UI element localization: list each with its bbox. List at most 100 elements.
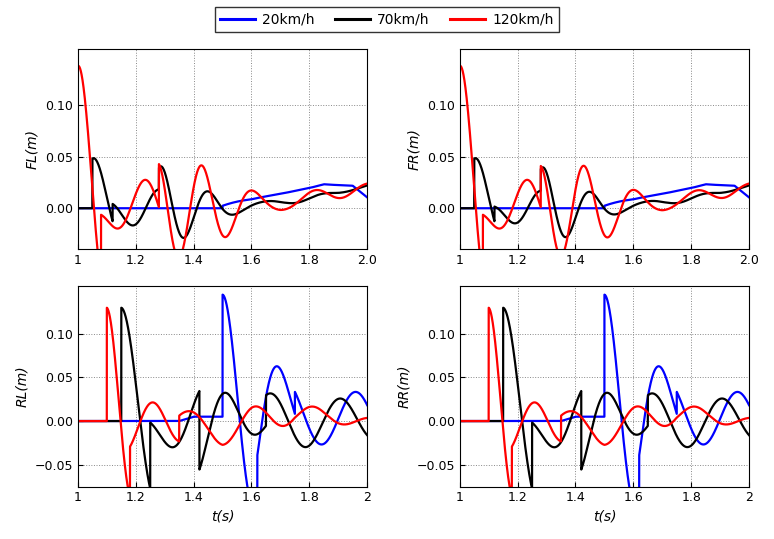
70km/h bbox=[74, 418, 83, 424]
Line: 20km/h: 20km/h bbox=[460, 295, 749, 509]
Line: 20km/h: 20km/h bbox=[78, 295, 367, 509]
Line: 120km/h: 120km/h bbox=[78, 66, 367, 281]
Line: 20km/h: 20km/h bbox=[78, 184, 367, 208]
120km/h bbox=[455, 63, 464, 70]
20km/h bbox=[247, 502, 256, 508]
70km/h bbox=[289, 200, 299, 206]
120km/h bbox=[184, 408, 194, 414]
Y-axis label: RR(m): RR(m) bbox=[397, 364, 411, 408]
120km/h bbox=[566, 408, 575, 414]
120km/h bbox=[693, 404, 702, 411]
70km/h bbox=[628, 203, 638, 209]
70km/h bbox=[262, 198, 271, 204]
70km/h bbox=[561, 234, 570, 240]
120km/h bbox=[671, 416, 680, 422]
20km/h bbox=[126, 418, 135, 424]
120km/h bbox=[455, 418, 464, 424]
120km/h bbox=[311, 404, 320, 411]
Legend: 20km/h, 70km/h, 120km/h: 20km/h, 70km/h, 120km/h bbox=[215, 7, 559, 32]
120km/h bbox=[508, 205, 517, 211]
70km/h bbox=[628, 431, 638, 437]
20km/h bbox=[632, 506, 641, 513]
70km/h bbox=[527, 485, 536, 492]
120km/h bbox=[262, 199, 271, 205]
Line: 20km/h: 20km/h bbox=[460, 184, 749, 208]
70km/h bbox=[508, 219, 517, 226]
20km/h bbox=[319, 181, 328, 188]
120km/h bbox=[289, 202, 299, 209]
120km/h bbox=[247, 405, 256, 411]
70km/h bbox=[508, 340, 517, 346]
120km/h bbox=[693, 187, 702, 194]
120km/h bbox=[247, 187, 256, 194]
120km/h bbox=[262, 410, 271, 416]
20km/h bbox=[183, 205, 193, 211]
20km/h bbox=[126, 205, 135, 211]
120km/h bbox=[311, 187, 320, 194]
20km/h bbox=[362, 402, 372, 409]
20km/h bbox=[643, 393, 652, 399]
X-axis label: t(s): t(s) bbox=[593, 510, 616, 524]
20km/h bbox=[362, 194, 372, 201]
70km/h bbox=[643, 392, 652, 398]
70km/h bbox=[311, 192, 320, 199]
70km/h bbox=[74, 205, 83, 211]
20km/h bbox=[455, 205, 464, 211]
120km/h bbox=[628, 405, 638, 411]
70km/h bbox=[455, 418, 464, 424]
X-axis label: t(s): t(s) bbox=[211, 510, 235, 524]
120km/h bbox=[508, 443, 517, 449]
Line: 70km/h: 70km/h bbox=[460, 308, 749, 488]
120km/h bbox=[643, 410, 652, 416]
20km/h bbox=[693, 183, 702, 190]
Line: 120km/h: 120km/h bbox=[460, 66, 749, 281]
20km/h bbox=[508, 205, 517, 211]
120km/h bbox=[102, 305, 111, 311]
20km/h bbox=[745, 402, 754, 409]
70km/h bbox=[643, 198, 652, 204]
70km/h bbox=[745, 182, 754, 189]
120km/h bbox=[478, 278, 488, 284]
20km/h bbox=[745, 194, 754, 201]
20km/h bbox=[289, 188, 299, 195]
20km/h bbox=[247, 196, 256, 203]
70km/h bbox=[471, 155, 480, 161]
120km/h bbox=[484, 305, 493, 311]
120km/h bbox=[126, 205, 135, 211]
70km/h bbox=[693, 433, 702, 440]
70km/h bbox=[671, 431, 680, 437]
70km/h bbox=[146, 485, 155, 492]
70km/h bbox=[745, 432, 754, 438]
20km/h bbox=[628, 196, 638, 203]
20km/h bbox=[262, 193, 271, 199]
120km/h bbox=[289, 416, 299, 422]
70km/h bbox=[89, 155, 98, 161]
Line: 70km/h: 70km/h bbox=[78, 158, 367, 238]
20km/h bbox=[262, 393, 271, 399]
120km/h bbox=[643, 199, 652, 206]
120km/h bbox=[566, 217, 575, 224]
70km/h bbox=[126, 340, 135, 346]
Line: 70km/h: 70km/h bbox=[460, 158, 749, 237]
20km/h bbox=[701, 181, 711, 188]
20km/h bbox=[693, 438, 702, 444]
20km/h bbox=[643, 193, 652, 199]
20km/h bbox=[183, 415, 193, 421]
120km/h bbox=[362, 414, 372, 421]
70km/h bbox=[498, 305, 508, 311]
20km/h bbox=[628, 502, 638, 508]
120km/h bbox=[745, 181, 754, 187]
70km/h bbox=[362, 182, 372, 189]
70km/h bbox=[311, 433, 320, 440]
20km/h bbox=[74, 418, 83, 424]
20km/h bbox=[671, 188, 680, 195]
120km/h bbox=[456, 63, 465, 69]
20km/h bbox=[311, 438, 320, 444]
70km/h bbox=[262, 392, 271, 398]
Line: 70km/h: 70km/h bbox=[78, 308, 367, 488]
70km/h bbox=[247, 202, 256, 209]
20km/h bbox=[455, 418, 464, 424]
20km/h bbox=[289, 407, 299, 414]
20km/h bbox=[600, 292, 609, 298]
70km/h bbox=[184, 229, 194, 235]
